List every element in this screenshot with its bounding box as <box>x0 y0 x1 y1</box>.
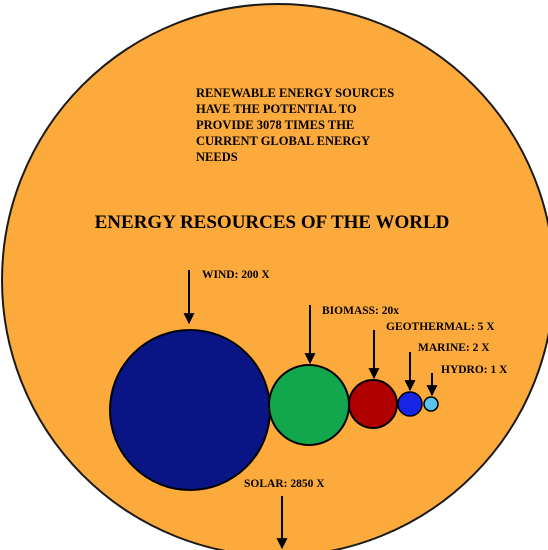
wind-label: WIND: 200 X <box>202 269 270 281</box>
hydro-label: HYDRO: 1 X <box>441 364 508 376</box>
marine-circle <box>397 391 423 417</box>
diagram-title: ENERGY RESOURCES OF THE WORLD <box>95 212 450 233</box>
intro-text: RENEWABLE ENERGY SOURCES HAVE THE POTENT… <box>196 86 397 164</box>
geothermal-circle <box>348 379 398 429</box>
solar-label: SOLAR: 2850 X <box>244 478 325 490</box>
intro-line: RENEWABLE ENERGY SOURCES <box>196 86 394 100</box>
hydro-circle <box>423 396 439 412</box>
wind-circle <box>109 329 271 491</box>
intro-line: HAVE THE POTENTIAL TO <box>196 102 357 116</box>
intro-line: CURRENT GLOBAL ENERGY <box>196 134 370 148</box>
geothermal-label: GEOTHERMAL: 5 X <box>386 321 495 333</box>
marine-label: MARINE: 2 X <box>418 342 490 354</box>
intro-line: NEEDS <box>196 150 238 164</box>
biomass-label: BIOMASS: 20x <box>322 305 399 317</box>
intro-line: PROVIDE 3078 TIMES THE <box>196 118 354 132</box>
biomass-circle <box>268 364 350 446</box>
